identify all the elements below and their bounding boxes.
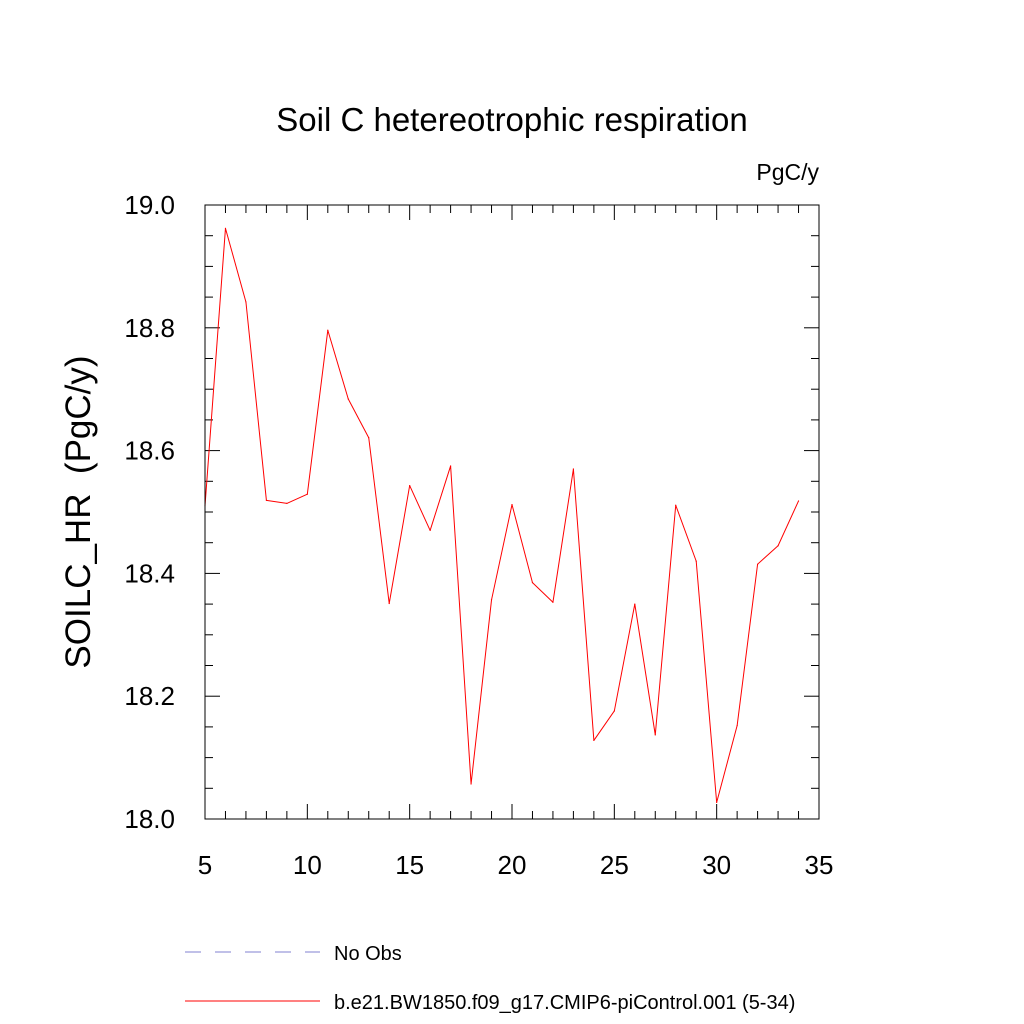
x-tick-label: 10 <box>293 850 322 880</box>
x-tick-label: 15 <box>395 850 424 880</box>
data-point <box>388 602 390 605</box>
data-point <box>245 301 247 303</box>
legend-label-model: b.e21.BW1850.f09_g17.CMIP6-piControl.001… <box>334 992 795 1014</box>
data-point <box>531 582 534 584</box>
x-tick-label: 35 <box>805 850 834 880</box>
data-point <box>613 710 615 712</box>
units-label: PgC/y <box>756 159 819 185</box>
data-point <box>675 504 677 506</box>
data-point <box>797 500 800 502</box>
data-point <box>552 601 554 603</box>
legend: No Obs b.e21.BW1850.f09_g17.CMIP6-piCont… <box>185 943 795 1014</box>
data-point <box>450 465 452 467</box>
y-tick-label: 19.0 <box>124 190 175 220</box>
chart-title: Soil C hetereotrophic respiration <box>276 101 747 138</box>
data-point <box>286 502 288 504</box>
data-point <box>654 734 656 736</box>
minor-ticks <box>205 205 819 819</box>
y-tick-label: 18.0 <box>124 804 175 834</box>
data-point <box>368 437 370 439</box>
data-point <box>224 227 227 229</box>
y-tick-labels: 18.0 18.2 18.4 18.6 18.8 19.0 <box>124 190 175 834</box>
series-line-1 <box>204 227 799 803</box>
data-point <box>409 485 411 487</box>
y-tick-label: 18.6 <box>124 436 175 466</box>
data-point <box>347 398 349 400</box>
data-point <box>695 560 697 562</box>
data-point <box>634 603 636 605</box>
y-tick-label: 18.4 <box>124 558 175 588</box>
data-point <box>777 545 779 547</box>
data-point <box>327 329 329 331</box>
x-tick-labels: 5 10 15 20 25 30 35 <box>198 850 834 880</box>
data-point <box>736 725 738 727</box>
y-tick-label: 18.8 <box>124 313 175 343</box>
data-point <box>572 468 575 470</box>
y-tick-label: 18.2 <box>124 681 175 711</box>
data-point <box>716 801 718 804</box>
series-lines <box>204 227 800 804</box>
plot-frame <box>204 204 820 820</box>
data-point <box>470 783 472 785</box>
data-point <box>511 504 513 506</box>
legend-label-no-obs: No Obs <box>334 943 402 965</box>
x-tick-label: 25 <box>600 850 629 880</box>
x-tick-label: 20 <box>498 850 527 880</box>
data-point <box>593 739 595 742</box>
x-tick-label: 5 <box>198 850 212 880</box>
data-point <box>490 599 493 601</box>
x-tick-label: 30 <box>702 850 731 880</box>
data-point <box>429 529 431 532</box>
data-point <box>306 493 308 495</box>
y-axis-label: SOILC_HR (PgC/y) <box>59 355 98 668</box>
data-point <box>265 499 267 501</box>
data-point <box>757 563 759 565</box>
